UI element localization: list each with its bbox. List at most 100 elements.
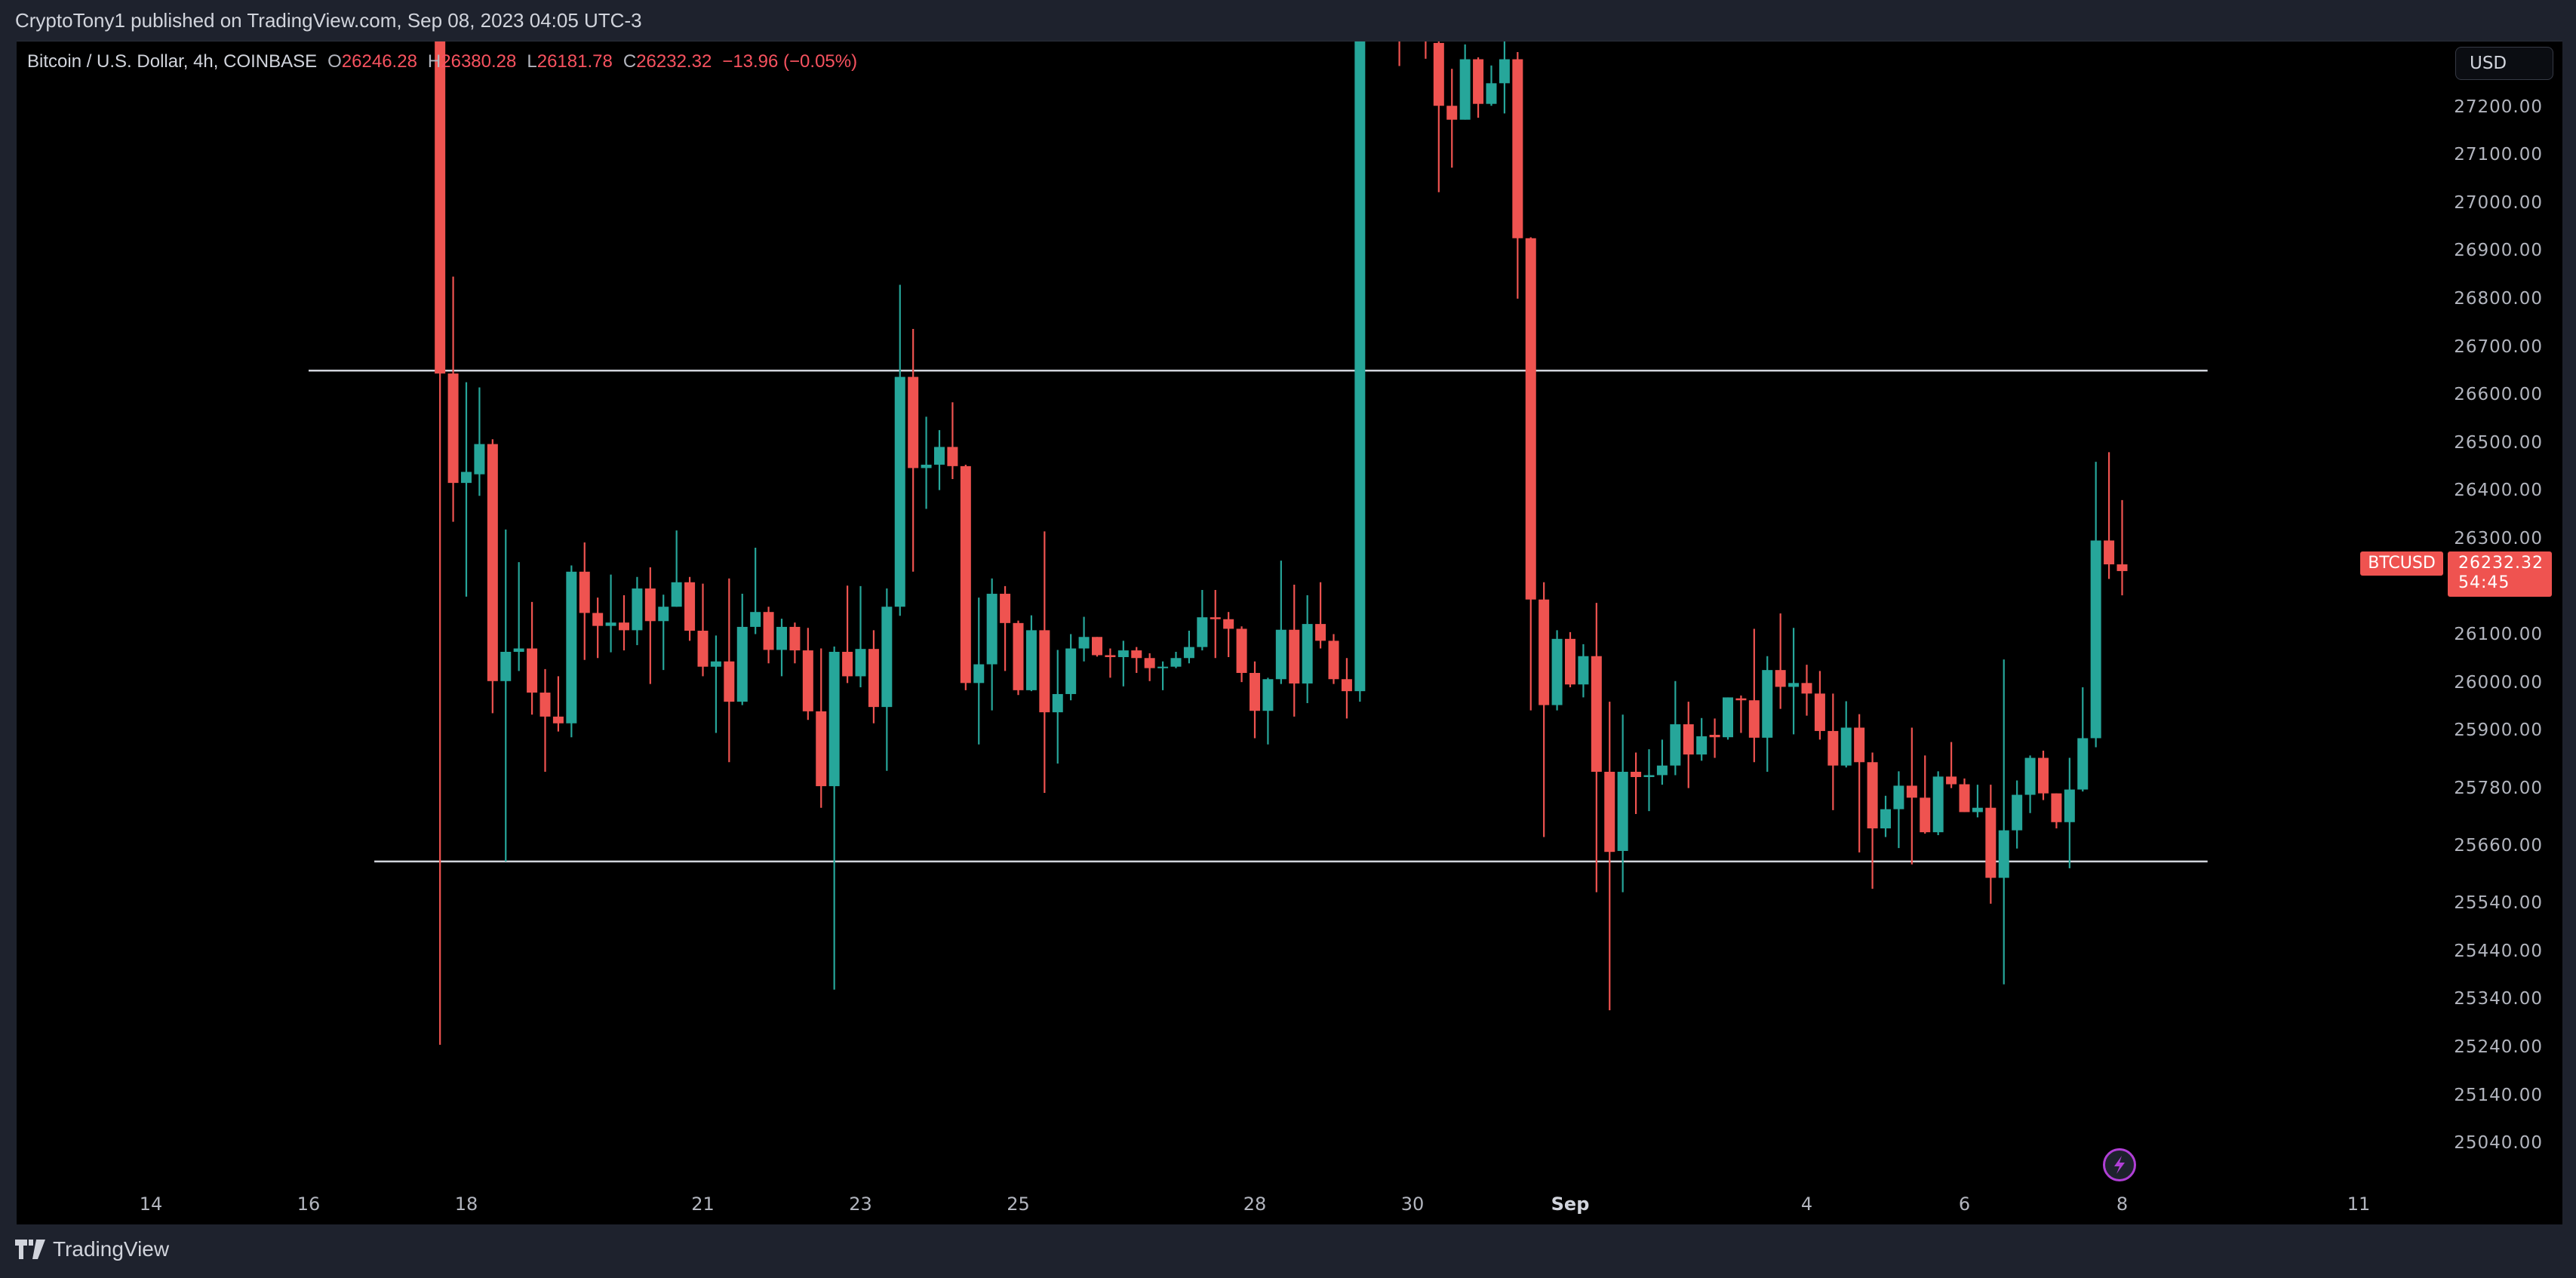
candle-body[interactable] [2038, 757, 2049, 794]
candle-body[interactable] [500, 651, 512, 681]
candle-body[interactable] [1078, 637, 1090, 649]
candle-body[interactable] [1748, 700, 1760, 738]
lightning-bolt-icon[interactable] [2103, 1148, 2136, 1181]
candle-body[interactable] [1131, 650, 1142, 659]
candle-body[interactable] [1433, 42, 1444, 106]
candle-body[interactable] [1959, 784, 1970, 813]
candle-body[interactable] [1341, 679, 1352, 692]
candle-body[interactable] [1473, 59, 1484, 104]
candle-body[interactable] [724, 661, 735, 702]
candle-body[interactable] [2077, 738, 2089, 790]
candle-body[interactable] [579, 571, 590, 613]
candle-body[interactable] [1840, 727, 1852, 766]
candle-body[interactable] [566, 571, 577, 723]
candle-body[interactable] [1827, 730, 1839, 766]
candle-body[interactable] [736, 626, 748, 702]
candle-body[interactable] [855, 649, 866, 677]
candle-body[interactable] [1617, 771, 1628, 851]
candle-body[interactable] [1407, 0, 1418, 2]
candle-body[interactable] [973, 664, 985, 684]
candle-body[interactable] [1105, 655, 1116, 657]
candle-body[interactable] [1709, 735, 1720, 738]
candle-body[interactable] [1144, 658, 1155, 668]
candle-body[interactable] [1814, 693, 1825, 731]
candle-body[interactable] [605, 622, 616, 626]
candle-body[interactable] [763, 612, 774, 650]
candle-body[interactable] [1486, 83, 1497, 104]
candle-body[interactable] [1670, 724, 1681, 766]
candle-body[interactable] [1631, 771, 1642, 777]
candle-body[interactable] [1065, 648, 1077, 694]
tradingview-logo[interactable]: TradingView [15, 1237, 169, 1261]
candle-body[interactable] [828, 651, 840, 787]
candle-body[interactable] [2090, 540, 2101, 739]
candle-body[interactable] [1197, 617, 1208, 647]
candle-body[interactable] [592, 613, 604, 626]
candle-body[interactable] [1328, 641, 1339, 680]
candle-body[interactable] [1723, 697, 1733, 738]
candle-body[interactable] [1157, 666, 1169, 668]
candle-body[interactable] [986, 594, 998, 665]
candle-body[interactable] [1604, 771, 1615, 853]
candle-body[interactable] [1000, 594, 1011, 623]
candle-body[interactable] [1236, 628, 1247, 673]
candle-body[interactable] [1932, 776, 1944, 833]
candle-body[interactable] [1183, 647, 1194, 659]
candle-body[interactable] [447, 373, 459, 484]
candle-body[interactable] [632, 588, 643, 631]
candle-body[interactable] [1354, 0, 1366, 692]
candle-body[interactable] [789, 626, 801, 651]
candle-body[interactable] [1735, 698, 1747, 701]
candle-body[interactable] [1656, 765, 1668, 776]
candle-body[interactable] [671, 582, 682, 607]
candle-body[interactable] [1302, 624, 1313, 684]
candle-body[interactable] [644, 588, 656, 622]
candle-body[interactable] [1250, 672, 1260, 711]
candle-body[interactable] [1025, 630, 1037, 690]
candle-body[interactable] [1446, 106, 1458, 120]
candle-body[interactable] [1591, 656, 1602, 772]
candle-body[interactable] [1394, 0, 1405, 2]
candle-body[interactable] [1551, 638, 1563, 705]
candle-body[interactable] [461, 472, 472, 484]
candle-body[interactable] [1039, 630, 1050, 713]
candle-body[interactable] [527, 648, 538, 693]
candle-body[interactable] [1275, 629, 1286, 680]
candle-body[interactable] [513, 648, 524, 652]
candle-body[interactable] [1013, 622, 1024, 690]
candle-body[interactable] [1539, 599, 1550, 705]
candle-body[interactable] [1801, 683, 1812, 694]
candle-body[interactable] [1459, 59, 1471, 120]
candle-body[interactable] [1696, 736, 1708, 755]
candle-body[interactable] [1972, 807, 1983, 813]
candle-body[interactable] [868, 649, 879, 708]
candle-body[interactable] [2051, 793, 2062, 822]
candle-body[interactable] [1762, 670, 1773, 738]
candle-body[interactable] [1867, 762, 1878, 829]
candle-body[interactable] [2012, 794, 2023, 831]
candle-body[interactable] [934, 447, 945, 465]
candle-body[interactable] [539, 693, 551, 717]
candle-body[interactable] [2116, 564, 2128, 571]
candle-body[interactable] [684, 582, 696, 631]
candle-body[interactable] [881, 607, 893, 708]
candle-body[interactable] [1880, 809, 1891, 829]
candle-body[interactable] [474, 444, 485, 475]
candle-body[interactable] [619, 622, 629, 631]
candle-body[interactable] [552, 716, 564, 723]
candle-body[interactable] [2024, 757, 2036, 795]
candle-body[interactable] [710, 661, 721, 667]
candle-body[interactable] [658, 607, 669, 622]
candle-body[interactable] [947, 447, 958, 466]
candle-body[interactable] [1052, 693, 1063, 713]
candle-body[interactable] [1170, 658, 1182, 667]
candle-body[interactable] [435, 0, 446, 374]
candle-body[interactable] [960, 465, 971, 684]
candle-body[interactable] [1315, 624, 1326, 641]
candle-body[interactable] [487, 444, 498, 681]
candle-body[interactable] [2064, 789, 2075, 822]
candle-body[interactable] [1946, 776, 1957, 785]
candle-body[interactable] [816, 711, 827, 787]
candle-body[interactable] [802, 650, 813, 711]
